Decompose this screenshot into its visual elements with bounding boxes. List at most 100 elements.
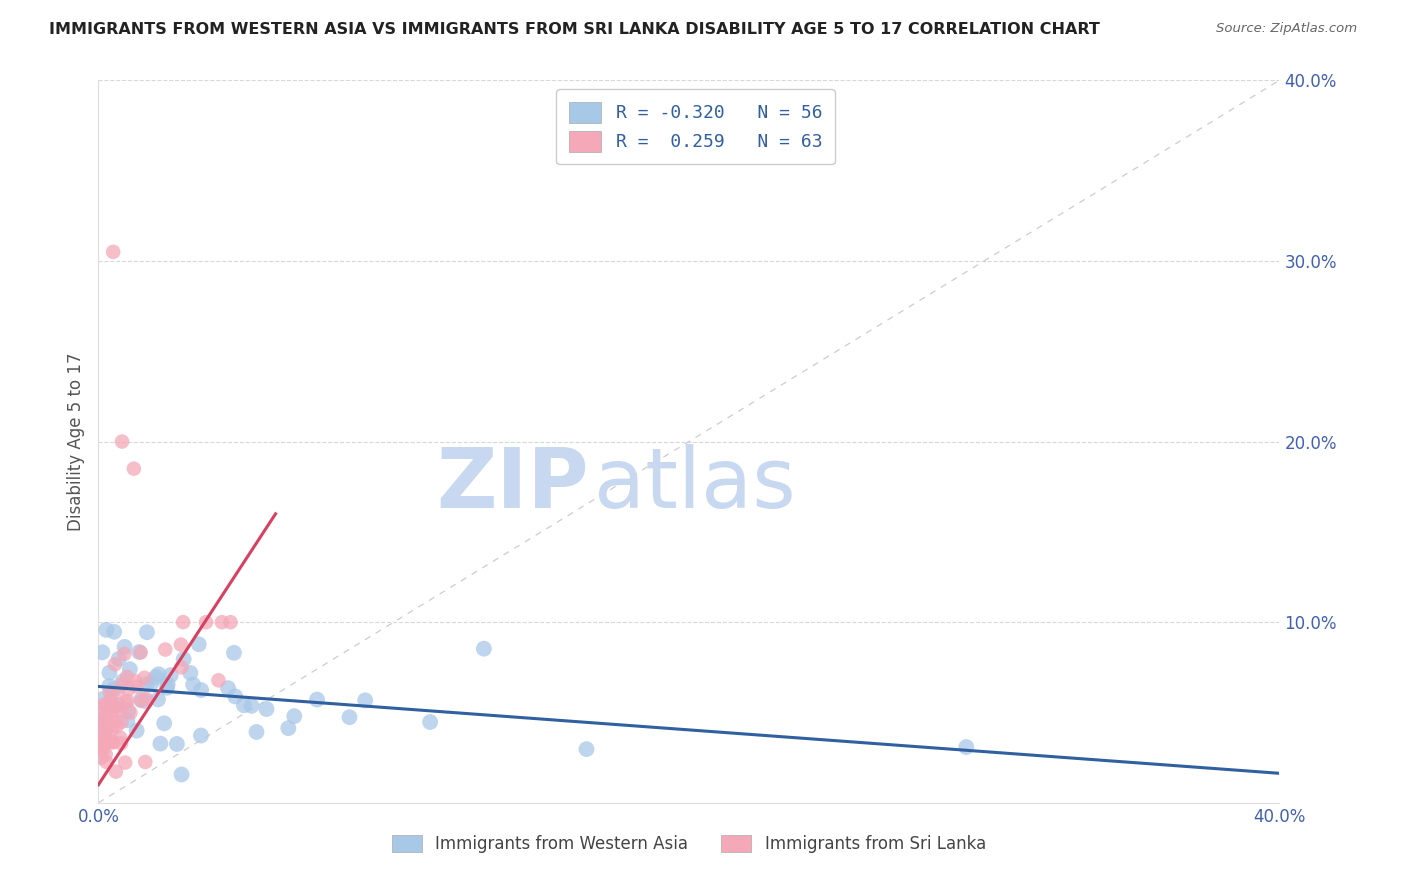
Point <box>256 702 278 716</box>
Point <box>129 692 152 706</box>
Point <box>105 719 128 733</box>
Point <box>94 703 117 717</box>
Point <box>148 667 170 681</box>
Point <box>127 680 149 694</box>
Point <box>90 729 112 743</box>
Point <box>91 715 114 730</box>
Point <box>97 732 120 747</box>
Point <box>136 625 159 640</box>
Point <box>472 641 495 656</box>
Point <box>108 704 131 718</box>
Point <box>100 734 122 748</box>
Point <box>222 646 245 660</box>
Legend: Immigrants from Western Asia, Immigrants from Sri Lanka: Immigrants from Western Asia, Immigrants… <box>385 828 993 860</box>
Point <box>91 742 114 756</box>
Point <box>90 713 112 727</box>
Point <box>94 747 117 762</box>
Point <box>217 681 239 695</box>
Point <box>103 624 125 639</box>
Point <box>110 736 132 750</box>
Point <box>112 647 135 661</box>
Point <box>94 723 117 738</box>
Point <box>117 704 139 718</box>
Text: ZIP: ZIP <box>436 444 589 525</box>
Point <box>104 714 127 728</box>
Point <box>145 670 167 684</box>
Point <box>339 710 361 724</box>
Point <box>354 693 377 707</box>
Point <box>166 737 188 751</box>
Point <box>114 640 136 654</box>
Point <box>98 710 121 724</box>
Point <box>90 737 112 751</box>
Point <box>93 691 115 706</box>
Point <box>111 677 134 691</box>
Text: Source: ZipAtlas.com: Source: ZipAtlas.com <box>1216 22 1357 36</box>
Point <box>305 692 328 706</box>
Y-axis label: Disability Age 5 to 17: Disability Age 5 to 17 <box>66 352 84 531</box>
Point <box>114 756 136 770</box>
Point <box>155 642 177 657</box>
Point <box>98 679 121 693</box>
Point <box>100 704 122 718</box>
Point <box>96 805 118 819</box>
Point <box>955 740 977 755</box>
Point <box>101 735 124 749</box>
Point <box>190 683 212 698</box>
Point <box>104 764 127 779</box>
Point <box>98 665 121 680</box>
Point <box>90 719 112 733</box>
Point <box>283 709 305 723</box>
Point <box>125 723 148 738</box>
Point <box>153 716 176 731</box>
Point <box>98 685 121 699</box>
Point <box>233 698 256 713</box>
Point <box>575 742 598 756</box>
Point <box>122 461 145 475</box>
Point <box>211 615 233 630</box>
Point <box>419 714 441 729</box>
Point <box>240 698 263 713</box>
Point <box>118 662 141 676</box>
Point <box>94 724 117 739</box>
Point <box>172 615 194 630</box>
Point <box>96 755 118 769</box>
Point <box>156 681 179 695</box>
Point <box>135 677 157 691</box>
Point <box>103 698 125 713</box>
Point <box>134 671 156 685</box>
Point <box>114 695 136 709</box>
Point <box>103 735 125 749</box>
Point <box>117 694 139 708</box>
Point <box>159 668 181 682</box>
Point <box>101 722 124 736</box>
Point <box>115 670 138 684</box>
Point <box>103 681 125 696</box>
Point <box>129 694 152 708</box>
Text: atlas: atlas <box>595 444 796 525</box>
Text: IMMIGRANTS FROM WESTERN ASIA VS IMMIGRANTS FROM SRI LANKA DISABILITY AGE 5 TO 17: IMMIGRANTS FROM WESTERN ASIA VS IMMIGRAN… <box>49 22 1099 37</box>
Point <box>170 660 193 674</box>
Point <box>90 714 112 728</box>
Point <box>170 767 193 781</box>
Point <box>224 690 246 704</box>
Point <box>190 729 212 743</box>
Point <box>111 674 134 689</box>
Point <box>120 706 142 720</box>
Point <box>156 677 179 691</box>
Point <box>187 637 209 651</box>
Point <box>105 698 128 712</box>
Point <box>117 682 139 697</box>
Point <box>104 701 127 715</box>
Point <box>195 615 218 630</box>
Point <box>245 725 267 739</box>
Point <box>110 731 132 745</box>
Point <box>207 673 229 688</box>
Point <box>93 698 115 712</box>
Point <box>135 691 157 706</box>
Point <box>149 737 172 751</box>
Point <box>103 244 125 259</box>
Point <box>107 685 129 699</box>
Point <box>134 755 156 769</box>
Point <box>173 652 195 666</box>
